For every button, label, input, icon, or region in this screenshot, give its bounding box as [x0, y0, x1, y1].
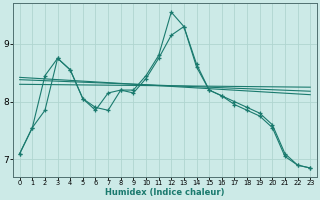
X-axis label: Humidex (Indice chaleur): Humidex (Indice chaleur)	[105, 188, 225, 197]
